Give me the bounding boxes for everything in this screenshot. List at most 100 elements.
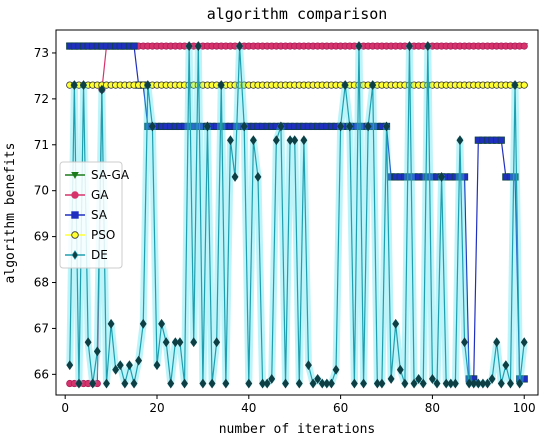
series-de-point bbox=[479, 378, 487, 389]
series-de-point bbox=[314, 373, 322, 384]
chart-title: algorithm comparison bbox=[207, 5, 388, 23]
series-de-point bbox=[236, 41, 244, 52]
series-de-point bbox=[263, 378, 271, 389]
plot-area: 0 20 40 60 80 100 66 67 68 69 70 71 72 73 bbox=[34, 29, 539, 415]
series-de-point bbox=[162, 337, 170, 348]
series-ga-point bbox=[520, 42, 528, 50]
series-de-point bbox=[447, 378, 455, 389]
x-tick-label: 0 bbox=[61, 401, 69, 415]
series-de-point bbox=[126, 360, 133, 371]
series-de-point bbox=[341, 80, 349, 91]
series-sa-point bbox=[511, 173, 519, 181]
series-de-point bbox=[194, 41, 202, 52]
series-de-point bbox=[364, 121, 372, 132]
y-tick-label: 71 bbox=[34, 138, 49, 152]
legend-label-sa: SA bbox=[91, 208, 108, 222]
series-de-point bbox=[502, 360, 510, 371]
series-sa-point bbox=[130, 42, 138, 50]
series-de-point bbox=[396, 364, 404, 375]
legend-marker-de bbox=[71, 250, 79, 260]
series-de-point bbox=[350, 378, 358, 389]
legend-label-pso: PSO bbox=[91, 228, 115, 242]
series-de-point bbox=[227, 135, 234, 146]
y-axis-label: algorithm benefits bbox=[3, 143, 18, 284]
series-de-point bbox=[305, 360, 312, 371]
series-de-point bbox=[291, 135, 299, 146]
plot-frame bbox=[55, 29, 539, 396]
series-de-point bbox=[424, 41, 432, 52]
y-tick-label: 67 bbox=[34, 321, 49, 335]
series-de-point bbox=[171, 337, 179, 348]
series-de-point bbox=[144, 80, 152, 91]
y-tick-label: 70 bbox=[34, 184, 49, 198]
series-de-point bbox=[84, 337, 92, 348]
legend: SA-GA GA SA PSO DE bbox=[59, 161, 130, 269]
legend-marker-pso bbox=[71, 231, 79, 239]
x-tick-label: 40 bbox=[241, 401, 256, 415]
series-de-point bbox=[346, 121, 354, 132]
series-de-point bbox=[190, 337, 198, 348]
legend-label-sa-ga: SA-GA bbox=[91, 168, 130, 182]
series-de-point bbox=[80, 80, 87, 91]
series-de-point bbox=[217, 80, 225, 91]
series-de-point bbox=[245, 378, 253, 389]
series-de-point bbox=[295, 378, 303, 389]
series-de-point bbox=[254, 171, 262, 182]
series-de-point bbox=[497, 378, 505, 389]
series-de-point bbox=[470, 378, 478, 389]
series-de-point bbox=[369, 80, 377, 91]
series-de-point bbox=[213, 337, 221, 348]
series-de-point bbox=[75, 378, 83, 389]
series-de-point bbox=[323, 378, 331, 389]
series-de-point bbox=[181, 378, 188, 389]
series-de-point bbox=[465, 378, 473, 389]
series-de-point bbox=[360, 378, 367, 389]
x-tick-label: 60 bbox=[333, 401, 348, 415]
series-de-point bbox=[176, 337, 184, 348]
series-de-point bbox=[139, 318, 147, 329]
legend-marker-sa-ga bbox=[71, 172, 79, 179]
series-de-point bbox=[328, 378, 335, 389]
series-de-point bbox=[282, 378, 289, 389]
series-de-point bbox=[410, 378, 418, 389]
series-pso-point bbox=[520, 81, 528, 89]
series-de-point bbox=[433, 378, 441, 389]
series-de-point bbox=[484, 378, 491, 389]
x-tick-label: 20 bbox=[149, 401, 164, 415]
series-de-point bbox=[318, 378, 326, 389]
series-de-point bbox=[268, 373, 276, 384]
series-de-point bbox=[148, 121, 156, 132]
legend-marker-ga bbox=[71, 191, 79, 199]
series-de-point bbox=[208, 378, 216, 389]
y-tick-label: 72 bbox=[34, 92, 49, 106]
series-de-point bbox=[392, 318, 400, 329]
series-de-point bbox=[511, 80, 519, 91]
series-de-point bbox=[507, 378, 514, 389]
series-de-point bbox=[135, 355, 143, 366]
series-de-point bbox=[373, 378, 381, 389]
series-de-point bbox=[438, 171, 446, 182]
series-de-point bbox=[406, 41, 413, 52]
legend-marker-sa bbox=[71, 211, 79, 219]
series-de-point bbox=[493, 337, 501, 348]
legend-box bbox=[59, 161, 123, 269]
series-de-point bbox=[516, 378, 524, 389]
series-de-point bbox=[309, 378, 317, 389]
x-tick-label: 100 bbox=[513, 401, 536, 415]
series-de-point bbox=[116, 360, 124, 371]
series-de-point bbox=[337, 121, 345, 132]
y-tick-label: 68 bbox=[34, 276, 49, 290]
series-de-point bbox=[153, 360, 161, 371]
series-de-point bbox=[387, 373, 395, 384]
series-de-point bbox=[158, 318, 166, 329]
series-de-point bbox=[121, 378, 129, 389]
series-de-point bbox=[383, 121, 390, 132]
series-de-point bbox=[428, 373, 436, 384]
y-tick-label: 73 bbox=[34, 46, 49, 60]
series-de-point bbox=[185, 41, 193, 52]
series-de-point bbox=[474, 378, 482, 389]
x-tick-label: 80 bbox=[425, 401, 440, 415]
x-axis-label: number of iterations bbox=[219, 422, 376, 437]
series-de-point bbox=[378, 378, 386, 389]
